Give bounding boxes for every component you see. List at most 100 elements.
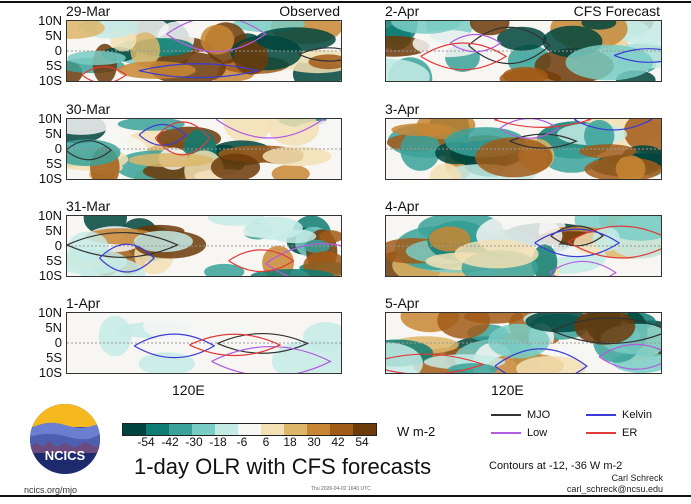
colorbar-swatch	[215, 424, 238, 435]
contour-er	[189, 333, 282, 357]
contour-low	[215, 119, 324, 139]
contour-er	[228, 249, 295, 272]
x-tick-label-right: 120E	[491, 382, 524, 398]
panel-date-label: 3-Apr	[385, 101, 420, 117]
olr-map	[66, 20, 342, 82]
panel-date-label: 2-Apr	[385, 3, 420, 19]
chart-title: 1-day OLR with CFS forecasts	[134, 454, 432, 479]
author-email[interactable]: carl_schreck@ncsu.edu	[566, 484, 663, 494]
olr-map	[66, 312, 342, 374]
olr-anomaly-blob	[200, 24, 235, 55]
olr-anomaly-blob	[516, 356, 586, 373]
contour-kelvin	[574, 119, 653, 131]
bottom-rule	[0, 495, 691, 497]
olr-anomaly-blob	[308, 54, 341, 70]
olr-anomaly-blob	[386, 58, 430, 81]
olr-anomaly-blob	[574, 313, 636, 345]
olr-anomaly-blob	[268, 119, 320, 146]
colorbar-swatch	[169, 424, 192, 435]
contour-low	[211, 345, 332, 373]
olr-anomaly-blob	[67, 139, 121, 166]
olr-map	[66, 118, 342, 180]
colorbar-tick-label: -6	[236, 435, 248, 449]
olr-anomaly-blob	[98, 315, 132, 357]
olr-anomaly-blob	[233, 40, 269, 75]
olr-anomaly-blob	[223, 119, 273, 143]
olr-anomaly-blob	[469, 21, 510, 36]
legend-kelvin-line	[586, 414, 616, 416]
y-tick-label: 5S	[46, 350, 62, 365]
colorbar-tick-label: -54	[137, 435, 155, 449]
colorbar-swatch	[307, 424, 330, 435]
y-tick-label: 5S	[46, 58, 62, 73]
y-tick-label: 5S	[46, 156, 62, 171]
olr-anomaly-blob	[428, 226, 471, 252]
olr-map	[66, 215, 342, 277]
colorbar-swatch	[284, 424, 307, 435]
legend-er-line	[586, 432, 616, 434]
legend-mjo-label: MJO	[527, 409, 551, 421]
panel-date-label: 4-Apr	[385, 198, 420, 214]
contour-mjo	[67, 140, 113, 161]
legend-kelvin: Kelvin	[586, 409, 652, 421]
olr-anomaly-blob	[454, 239, 539, 269]
panel-group-label: Observed	[279, 3, 340, 19]
site-url[interactable]: ncics.org/mjo	[24, 485, 78, 495]
y-tick-label: 0	[54, 238, 62, 253]
olr-anomaly-blob	[391, 21, 461, 34]
olr-anomaly-blob	[429, 163, 462, 179]
olr-anomaly-blob	[67, 50, 126, 66]
timestamp: Thu 2026-04-02 1640 UTC	[311, 486, 371, 492]
olr-anomaly-blob	[579, 144, 637, 159]
olr-anomaly-blob	[117, 119, 185, 131]
y-tick-label: 10S	[38, 365, 62, 380]
panel-group-label: CFS Forecast	[573, 3, 660, 19]
contours-note: Contours at -12, -36 W m-2	[489, 460, 623, 472]
contour-er	[420, 42, 508, 71]
top-rule	[0, 1, 691, 3]
olr-anomaly-blob	[303, 251, 341, 276]
olr-anomaly-blob	[255, 27, 336, 52]
contour-er	[81, 66, 128, 81]
legend-mjo: MJO	[491, 409, 550, 421]
ncics-logo: NCICS	[30, 404, 100, 474]
colorbar-tick-label: 42	[331, 435, 345, 449]
panel-date-label: 5-Apr	[385, 295, 420, 311]
contour-mjo	[550, 225, 604, 247]
contour-kelvin	[138, 123, 188, 146]
x-tick-label-left: 120E	[172, 382, 205, 398]
colorbar-tick-label: 18	[283, 435, 297, 449]
y-tick-label: 10N	[38, 305, 62, 320]
olr-anomaly-blob	[245, 216, 303, 240]
olr-anomaly-blob	[204, 263, 245, 276]
y-tick-label: 10N	[38, 13, 62, 28]
olr-anomaly-blob	[615, 155, 646, 179]
colorbar-tick-label: -18	[209, 435, 227, 449]
colorbar-tick-label: -42	[161, 435, 179, 449]
colorbar-swatch	[146, 424, 169, 435]
olr-map	[385, 20, 662, 82]
olr-map	[385, 215, 662, 277]
colorbar-ticks: -54 -42 -30 -18 -6 6 18 30 42 54	[122, 436, 386, 450]
contour-low	[598, 343, 661, 370]
colorbar-swatch	[261, 424, 284, 435]
contour-kelvin	[494, 348, 588, 373]
contour-kelvin	[138, 63, 259, 79]
olr-anomaly-blob	[400, 129, 441, 171]
y-tick-label: 10S	[38, 73, 62, 88]
olr-anomaly-blob	[67, 21, 105, 39]
olr-anomaly-blob	[130, 32, 160, 68]
author-block: Carl Schreck carl_schreck@ncsu.edu	[567, 473, 663, 495]
contour-mjo	[298, 47, 341, 62]
contour-kelvin	[99, 243, 155, 273]
olr-anomaly-blob	[584, 119, 615, 152]
colorbar	[122, 423, 377, 436]
contour-kelvin	[534, 228, 621, 258]
olr-anomaly-blob	[386, 342, 423, 373]
legend-low: Low	[491, 427, 547, 439]
colorbar-swatch	[330, 424, 353, 435]
colorbar-swatch	[353, 424, 376, 435]
y-tick-label: 5N	[45, 28, 62, 43]
colorbar-tick-label: 54	[355, 435, 369, 449]
olr-anomaly-blob	[502, 66, 548, 81]
